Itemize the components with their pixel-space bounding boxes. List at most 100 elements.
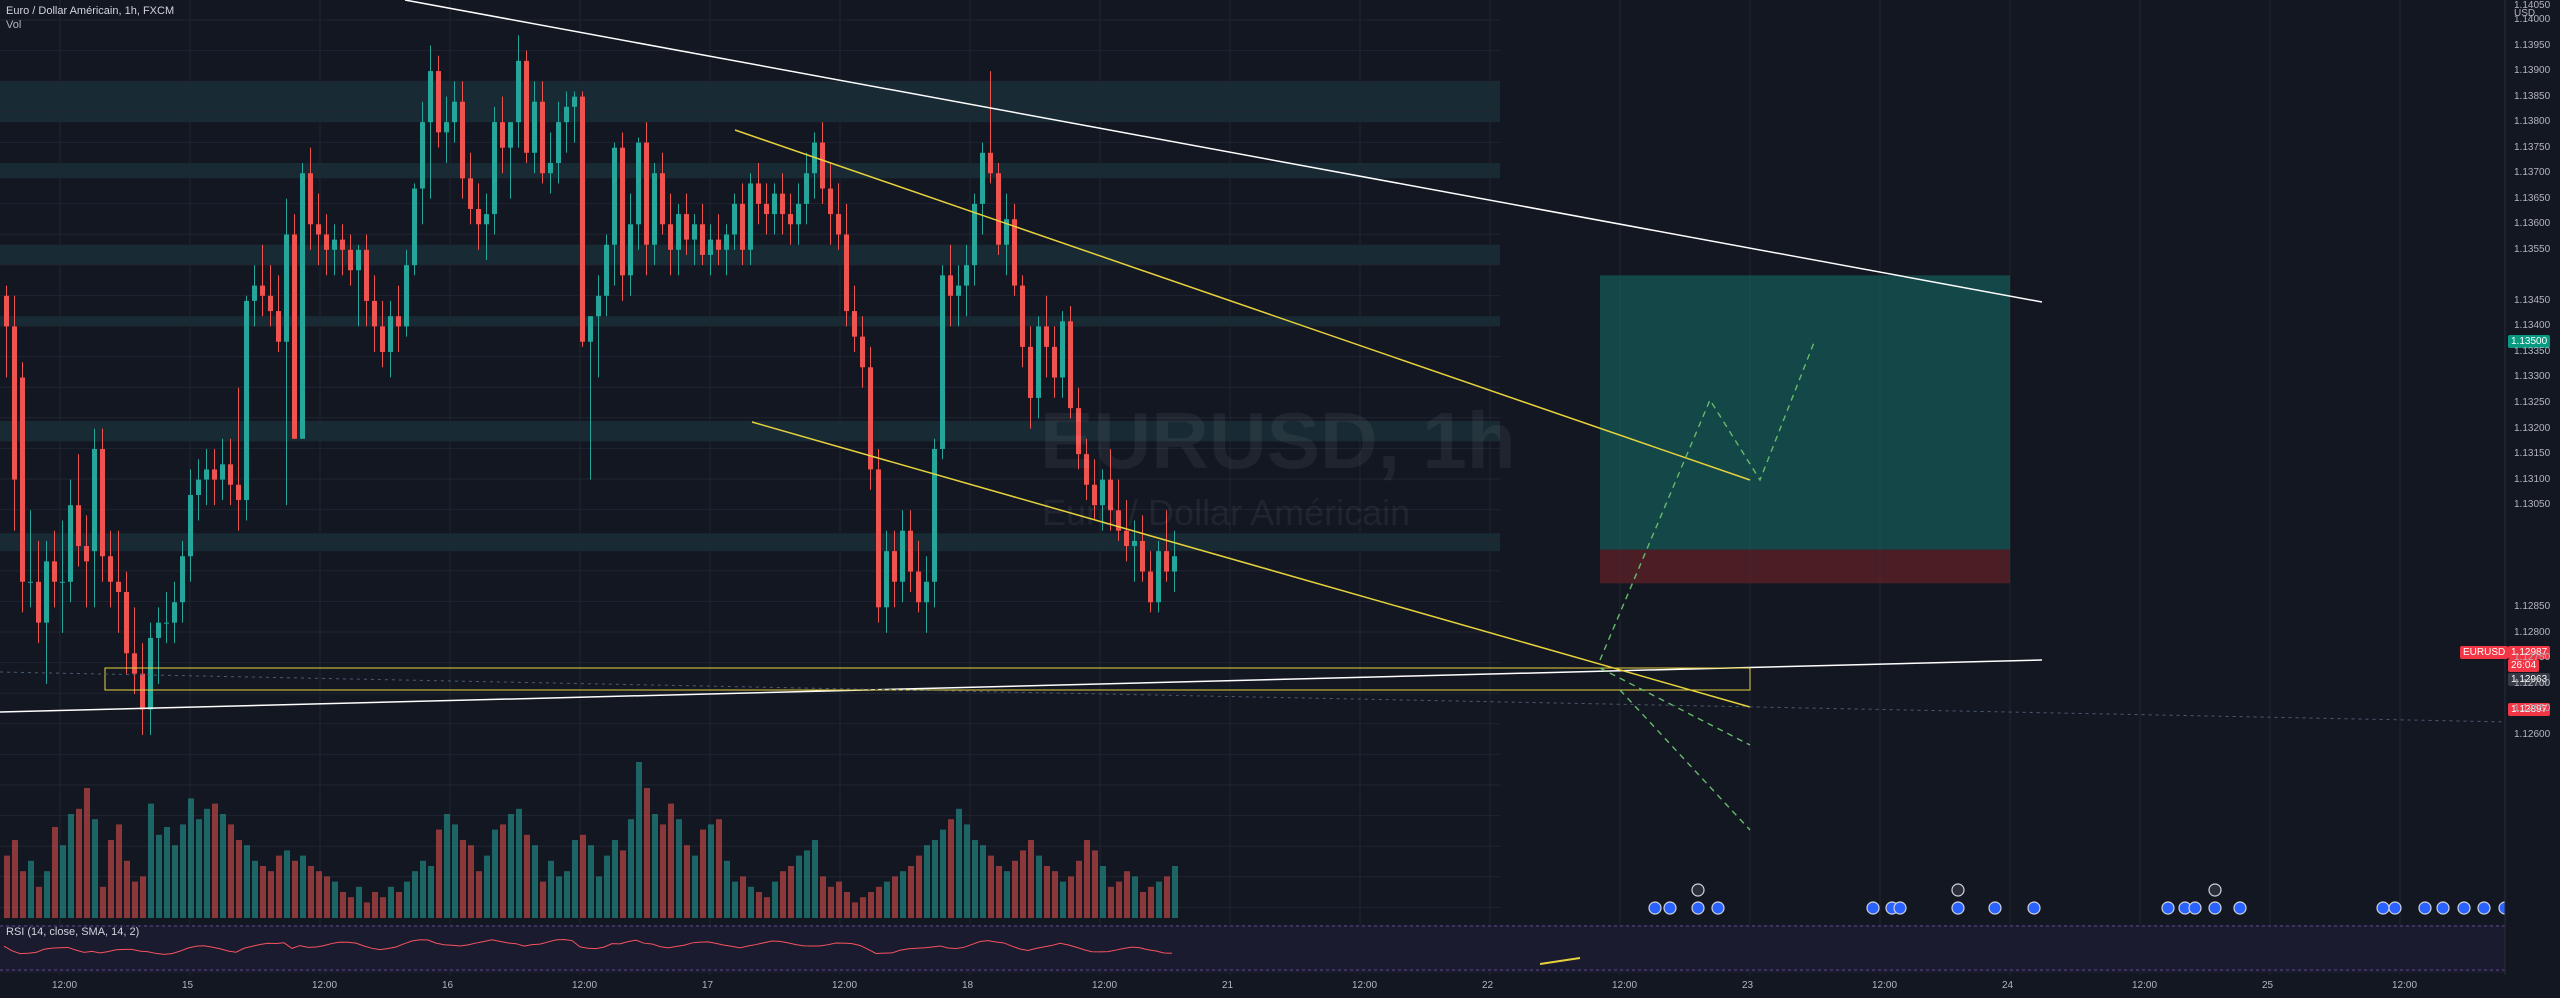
candle-body <box>44 561 49 623</box>
candle-body <box>908 530 913 572</box>
volume-bar <box>68 814 74 918</box>
channel-upper-line <box>734 129 1751 481</box>
time-tick-label: 12:00 <box>1872 980 1898 991</box>
volume-bar <box>644 788 650 918</box>
candle-body <box>436 71 441 133</box>
economic-event-icons[interactable] <box>1648 883 2512 915</box>
price-tick-top: 1.14050 <box>2514 0 2551 11</box>
price-tick-label: 1.12750 <box>2514 652 2551 664</box>
horizontal-zones <box>0 81 1500 552</box>
candle-body <box>492 122 497 215</box>
rsi-indicator-label[interactable]: RSI (14, close, SMA, 14, 2) <box>6 926 140 938</box>
event-flag-icon <box>2418 901 2432 915</box>
volume-bar <box>820 876 826 918</box>
grid-lines <box>0 0 2531 975</box>
volume-bar <box>732 881 738 918</box>
volume-bar <box>28 860 34 918</box>
volume-label[interactable]: Vol <box>6 19 22 31</box>
candle-body <box>852 311 857 337</box>
volume-bar <box>1084 840 1090 918</box>
event-flag-icon <box>2436 901 2450 915</box>
candle-body <box>580 96 585 342</box>
candle-body <box>556 122 561 163</box>
time-tick-label: 16 <box>442 980 454 991</box>
candle-body <box>860 336 865 368</box>
event-flag-icon <box>2477 901 2491 915</box>
price-tick-label: 1.13700 <box>2514 167 2551 179</box>
event-flag-icon <box>1663 901 1677 915</box>
candle-body <box>52 561 57 582</box>
candle-body <box>452 101 457 123</box>
event-flag-icon <box>2233 901 2247 915</box>
event-flag-icon <box>1711 901 1725 915</box>
candle-body <box>1068 321 1073 409</box>
candle-body <box>116 581 121 592</box>
volume-bar <box>788 866 794 918</box>
candle-body <box>716 239 721 250</box>
event-flag-icon <box>2208 883 2222 897</box>
volume-bar <box>388 886 394 918</box>
candle-body <box>652 173 657 245</box>
volume-bar <box>548 860 554 918</box>
candle-body <box>676 214 681 250</box>
candle-body <box>868 367 873 470</box>
time-tick-label: 12:00 <box>1612 980 1638 991</box>
candle-body <box>356 249 361 271</box>
long-position-target-zone[interactable] <box>1600 275 2010 584</box>
candle-body <box>932 448 937 582</box>
candle-body <box>620 147 625 276</box>
candle-body <box>516 60 521 123</box>
volume-bar <box>756 892 762 918</box>
candle-body <box>364 249 369 301</box>
volume-bar <box>460 840 466 918</box>
volume-bar <box>508 814 514 918</box>
candle-body <box>724 234 729 250</box>
volume-bar <box>1124 871 1130 918</box>
volume-bar <box>428 866 434 918</box>
candle-body <box>820 142 825 189</box>
volume-bar <box>452 824 458 918</box>
volume-bar <box>532 845 538 918</box>
volume-bar <box>1148 886 1154 918</box>
volume-bar <box>148 803 154 918</box>
volume-bar <box>1044 866 1050 918</box>
price-tick-label: 1.13200 <box>2514 422 2551 434</box>
volume-bar <box>1156 881 1162 918</box>
volume-bar <box>420 860 426 918</box>
candle-body <box>228 464 233 485</box>
candle-body <box>612 147 617 245</box>
candle-body <box>468 178 473 209</box>
time-tick-label: 12:00 <box>2392 980 2418 991</box>
trend-drawings[interactable] <box>0 0 2560 831</box>
candle-body <box>636 142 641 225</box>
candle-body <box>260 285 265 296</box>
volume-bar <box>396 892 402 918</box>
candle-body <box>372 300 377 327</box>
event-flag-icon <box>1691 883 1705 897</box>
volume-bar <box>404 881 410 918</box>
time-tick-label: 23 <box>1742 980 1754 991</box>
candle-body <box>100 448 105 557</box>
volume-bar <box>708 824 714 918</box>
candle-body <box>564 106 569 123</box>
volume-bar <box>620 850 626 918</box>
event-flag-icon <box>1691 901 1705 915</box>
candle-body <box>1140 540 1145 572</box>
name-watermark: Euro / Dollar Américain <box>1042 492 1411 533</box>
candle-body <box>252 285 257 301</box>
volume-bar <box>604 855 610 918</box>
candle-body <box>404 265 409 327</box>
price-tick-label: 1.13750 <box>2514 141 2551 153</box>
volume-bar <box>980 845 986 918</box>
volume-bar <box>780 871 786 918</box>
candle-body <box>700 224 705 255</box>
volume-bar <box>12 840 18 918</box>
price-tick-label: 1.12650 <box>2514 703 2551 715</box>
sr-zone <box>0 162 1500 179</box>
symbol-title[interactable]: Euro / Dollar Américain, 1h, FXCM <box>6 5 175 17</box>
price-tick-label: 1.12800 <box>2514 626 2551 638</box>
volume-bar <box>316 871 322 918</box>
candle-body <box>28 581 33 583</box>
